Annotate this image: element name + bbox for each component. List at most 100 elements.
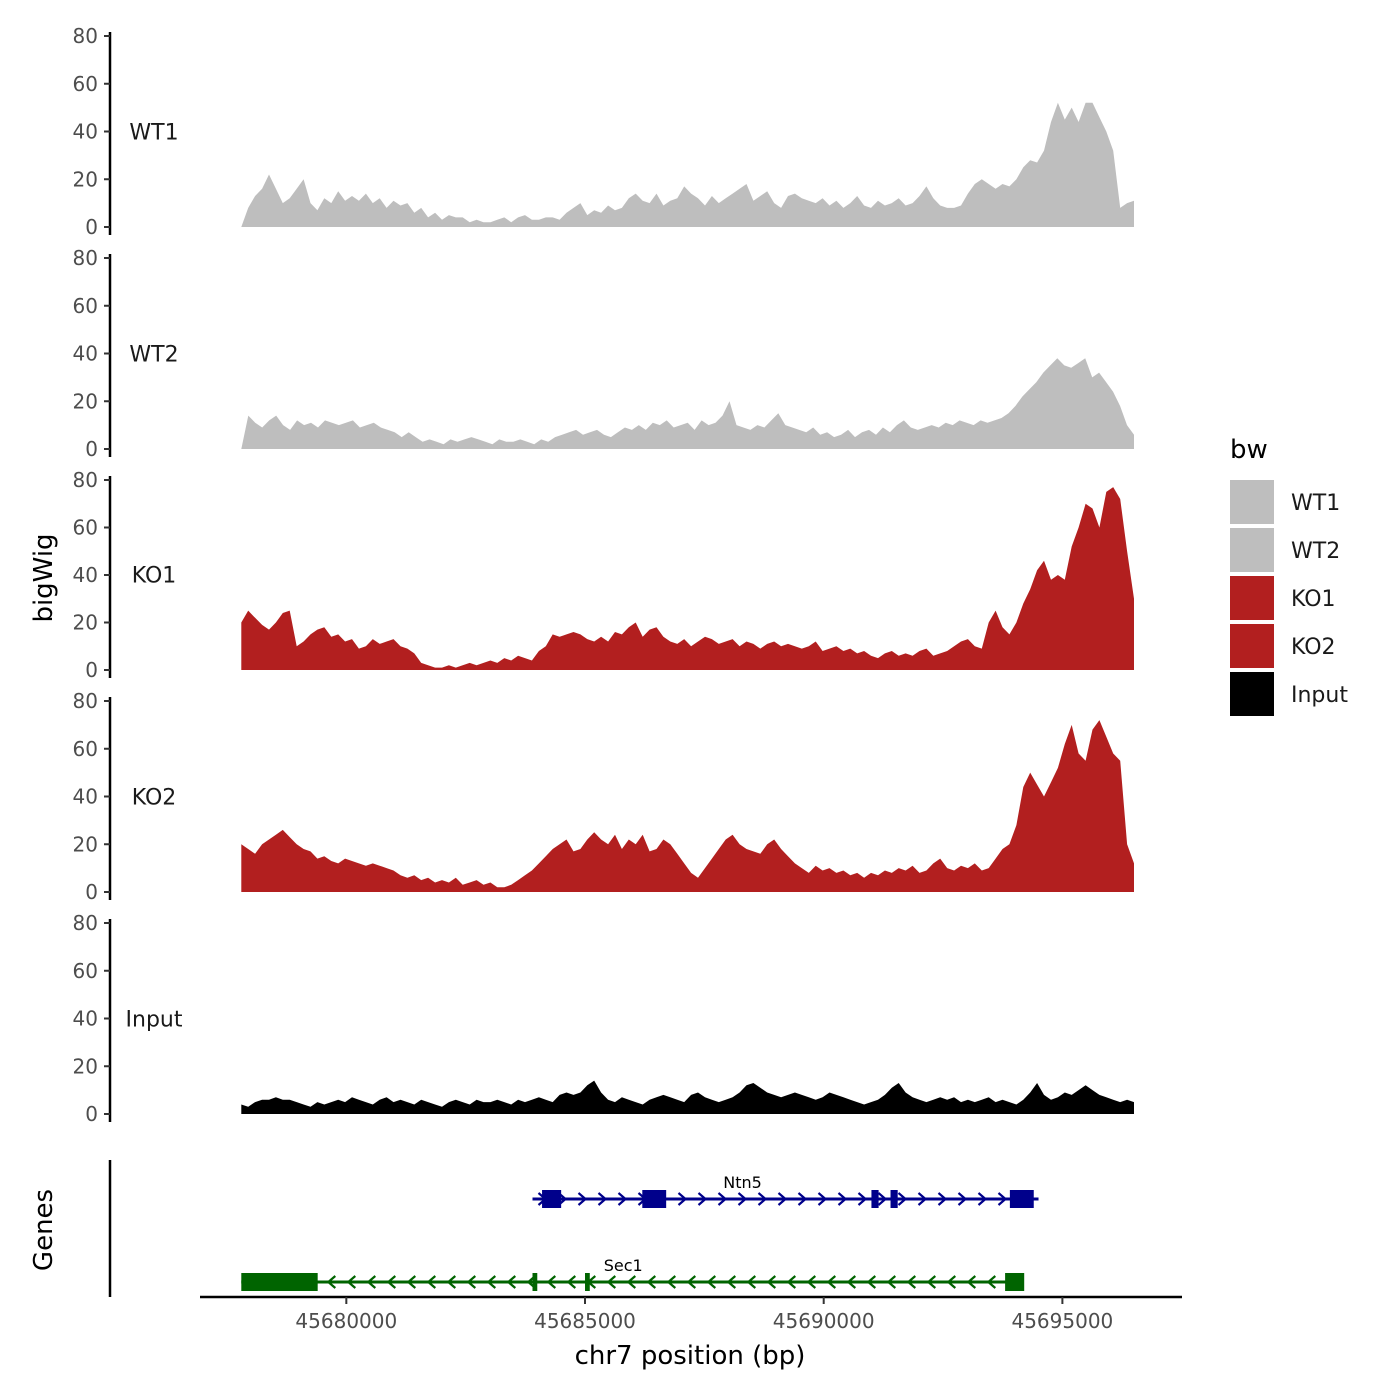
y-tick-label-wt1-60: 60: [73, 72, 98, 96]
legend-swatch-input: [1230, 672, 1274, 716]
y-tick-label-wt1-40: 40: [73, 120, 98, 144]
coverage-area-wt1: [241, 102, 1135, 227]
y-tick-label-ko2-40: 40: [73, 785, 98, 809]
y-tick-label-ko2-60: 60: [73, 737, 98, 761]
strand-arrow-ntn5: [917, 1192, 928, 1206]
y-tick-label-wt1-20: 20: [73, 167, 98, 191]
x-tick-label-45685000: 45685000: [534, 1309, 636, 1333]
genes-panel: Ntn5 Sec1: [108, 1160, 1039, 1297]
strand-arrow-ntn5: [757, 1192, 768, 1206]
strand-arrow-sec1: [426, 1275, 437, 1289]
strand-arrow-ntn5: [717, 1192, 728, 1206]
strand-arrow-sec1: [986, 1275, 997, 1289]
y-tick-label-wt2-0: 0: [85, 437, 98, 461]
strand-arrow-sec1: [386, 1275, 397, 1289]
legend-label-wt1: WT1: [1291, 491, 1340, 516]
strand-arrow-ntn5: [857, 1192, 868, 1206]
track-ko2: 0 20 40 60 80 KO2: [73, 689, 1135, 904]
y-tick-label-ko1-80: 80: [73, 468, 98, 492]
strand-arrow-sec1: [626, 1275, 637, 1289]
track-label-wt2: WT2: [129, 342, 178, 367]
strand-arrow-sec1: [406, 1275, 417, 1289]
strand-arrow-ntn5: [797, 1192, 808, 1206]
legend-swatch-ko2: [1230, 624, 1274, 668]
y-tick-label-input-40: 40: [73, 1007, 98, 1031]
strand-arrow-sec1: [926, 1275, 937, 1289]
y-tick-label-ko1-40: 40: [73, 563, 98, 587]
track-wt1: 0 20 40 60 80 WT1: [73, 24, 1135, 239]
legend-label-input: Input: [1291, 683, 1348, 708]
strand-arrow-ntn5: [697, 1192, 708, 1206]
strand-arrow-ntn5: [777, 1192, 788, 1206]
y-tick-label-input-0: 0: [85, 1102, 98, 1126]
exon-ntn5-1: [542, 1190, 562, 1208]
exon-ntn5-4: [890, 1190, 898, 1208]
exon-sec1-2: [532, 1273, 538, 1291]
strand-arrow-ntn5: [677, 1192, 688, 1206]
x-tick-label-45680000: 45680000: [295, 1309, 397, 1333]
strand-arrow-sec1: [486, 1275, 497, 1289]
genes-axis-title: Genes: [29, 1189, 59, 1271]
strand-arrow-sec1: [886, 1275, 897, 1289]
strand-arrow-ntn5: [617, 1192, 628, 1206]
strand-arrow-sec1: [646, 1275, 657, 1289]
legend-swatch-wt2: [1230, 528, 1274, 572]
strand-arrow-ntn5: [817, 1192, 828, 1206]
track-label-ko2: KO2: [132, 785, 177, 810]
legend-swatch-wt1: [1230, 480, 1274, 524]
strand-arrow-sec1: [666, 1275, 677, 1289]
strand-arrow-sec1: [466, 1275, 477, 1289]
strand-arrow-ntn5: [597, 1192, 608, 1206]
strand-arrow-sec1: [866, 1275, 877, 1289]
strand-arrow-ntn5: [937, 1192, 948, 1206]
y-tick-label-ko2-80: 80: [73, 689, 98, 713]
gene-label-sec1: Sec1: [604, 1256, 643, 1275]
gene-sec1: Sec1: [241, 1256, 1025, 1291]
y-tick-label-ko2-0: 0: [85, 880, 98, 904]
strand-arrow-sec1: [606, 1275, 617, 1289]
exon-sec1-4: [1005, 1273, 1025, 1291]
strand-arrow-sec1: [506, 1275, 517, 1289]
strand-arrow-sec1: [966, 1275, 977, 1289]
legend-swatch-ko1: [1230, 576, 1274, 620]
strand-arrow-sec1: [846, 1275, 857, 1289]
strand-arrow-sec1: [746, 1275, 757, 1289]
coverage-area-input: [241, 1080, 1135, 1114]
strand-arrow-sec1: [686, 1275, 697, 1289]
strand-arrow-sec1: [946, 1275, 957, 1289]
strand-arrow-sec1: [766, 1275, 777, 1289]
strand-arrow-ntn5: [997, 1192, 1008, 1206]
y-tick-label-wt1-80: 80: [73, 24, 98, 48]
strand-arrow-sec1: [326, 1275, 337, 1289]
x-axis-title: chr7 position (bp): [575, 1341, 806, 1371]
strand-arrow-sec1: [546, 1275, 557, 1289]
track-label-input: Input: [126, 1007, 183, 1032]
strand-arrow-sec1: [566, 1275, 577, 1289]
y-axis-title: bigWig: [29, 533, 59, 622]
strand-arrow-sec1: [826, 1275, 837, 1289]
track-label-wt1: WT1: [129, 120, 178, 145]
strand-arrow-ntn5: [897, 1192, 908, 1206]
y-tick-label-input-80: 80: [73, 911, 98, 935]
strand-arrow-sec1: [906, 1275, 917, 1289]
legend-label-ko1: KO1: [1291, 587, 1336, 612]
strand-arrow-sec1: [726, 1275, 737, 1289]
exon-ntn5-2: [642, 1190, 667, 1208]
coverage-area-wt2: [241, 358, 1135, 449]
y-tick-label-wt2-40: 40: [73, 342, 98, 366]
strand-arrow-ntn5: [577, 1192, 588, 1206]
y-tick-label-ko1-20: 20: [73, 611, 98, 635]
y-tick-label-input-60: 60: [73, 959, 98, 983]
legend-label-ko2: KO2: [1291, 635, 1336, 660]
strand-arrow-sec1: [706, 1275, 717, 1289]
strand-arrow-sec1: [806, 1275, 817, 1289]
strand-arrow-ntn5: [957, 1192, 968, 1206]
y-tick-label-wt2-60: 60: [73, 294, 98, 318]
y-tick-label-ko1-0: 0: [85, 658, 98, 682]
strand-arrow-ntn5: [877, 1192, 888, 1206]
exon-ntn5-3: [871, 1190, 879, 1208]
gene-label-ntn5: Ntn5: [723, 1173, 762, 1192]
coverage-area-ko2: [241, 720, 1135, 892]
track-input: 0 20 40 60 80 Input: [73, 911, 1135, 1126]
